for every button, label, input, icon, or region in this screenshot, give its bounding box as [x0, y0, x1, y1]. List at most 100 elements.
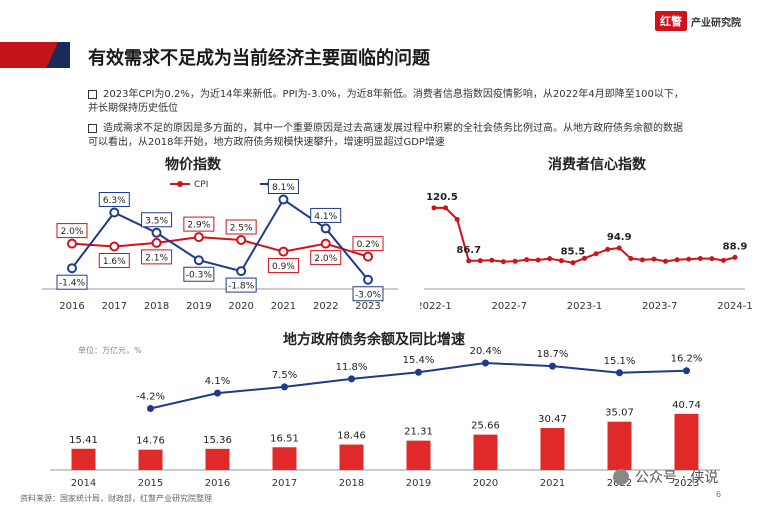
bar-label: 30.47 — [538, 414, 567, 425]
x-tick-label: 2023-7 — [642, 301, 677, 312]
growth-label: 11.8% — [336, 362, 368, 373]
data-label-box — [267, 179, 299, 195]
growth-label: 15.1% — [604, 356, 636, 367]
data-label: 4.1% — [314, 212, 337, 222]
data-point — [454, 216, 460, 222]
data-label-box — [310, 207, 342, 223]
data-label: 6.3% — [103, 196, 126, 206]
growth-label: 20.4% — [470, 346, 502, 357]
bullet-square-icon — [88, 123, 97, 133]
data-point — [720, 257, 726, 263]
data-point — [431, 205, 437, 211]
data-label: 86.7 — [456, 245, 481, 256]
data-point — [674, 257, 680, 263]
data-point — [109, 207, 120, 218]
data-label: 85.5 — [561, 247, 586, 258]
series-line-cpi — [71, 236, 369, 258]
data-point — [512, 258, 518, 264]
data-point — [663, 258, 669, 264]
growth-point — [281, 383, 288, 391]
x-tick-label: 2016 — [205, 478, 230, 489]
growth-point — [616, 369, 623, 377]
bar — [473, 434, 498, 470]
page-title: 有效需求不足成为当前经济主要面临的问题 — [88, 48, 430, 69]
x-tick-label: 2022 — [313, 301, 338, 312]
data-label-box — [225, 277, 257, 293]
data-label-box — [98, 192, 130, 208]
x-tick-label: 2022-1 — [420, 301, 452, 312]
data-point — [193, 255, 204, 266]
data-label-box — [141, 212, 173, 228]
data-point — [651, 256, 657, 262]
bar-label: 15.36 — [203, 435, 232, 446]
bar — [607, 421, 632, 470]
bar-label: 40.74 — [672, 400, 701, 411]
bar-label: 18.46 — [337, 431, 366, 442]
bar — [138, 449, 163, 470]
x-tick-label: 2022-7 — [492, 301, 527, 312]
growth-point — [482, 359, 489, 367]
growth-point — [348, 375, 355, 383]
bar-label: 14.76 — [136, 436, 165, 447]
data-point — [524, 257, 530, 263]
data-label: -1.8% — [228, 282, 255, 292]
data-label-box — [98, 253, 130, 269]
data-label: -0.3% — [186, 271, 213, 281]
data-label-box — [183, 266, 215, 282]
data-label-box — [267, 258, 299, 274]
growth-label: 4.1% — [205, 376, 230, 387]
data-label: 3.5% — [145, 216, 168, 226]
wechat-text: 公众号 · 侠说 — [635, 470, 719, 486]
data-point — [236, 266, 247, 277]
data-label: -3.0% — [355, 290, 382, 300]
data-point — [697, 255, 703, 261]
data-label: 0.9% — [272, 262, 295, 272]
data-point — [547, 256, 553, 262]
bar-label: 21.31 — [404, 427, 433, 438]
x-tick-label: 2020 — [228, 301, 253, 312]
data-point — [686, 256, 692, 262]
data-point — [443, 205, 449, 211]
x-tick-label: 2019 — [406, 478, 431, 489]
x-tick-label: 2021 — [271, 301, 296, 312]
data-point — [320, 223, 331, 234]
growth-point — [549, 362, 556, 370]
x-tick-label: 2023 — [674, 478, 699, 489]
chart-title-price-index: 物价指数 — [165, 157, 221, 173]
consumer-confidence-chart: 2022-1 2022-7 2023-1 2023-7 2024-1 120.5 86.7 8… — [420, 192, 753, 312]
data-label-box — [56, 274, 88, 290]
title-accent-red — [0, 42, 58, 68]
x-tick-label: 2018 — [339, 478, 364, 489]
x-tick-label: 2017 — [272, 478, 297, 489]
data-point — [320, 238, 331, 249]
x-tick-label: 2024-1 — [717, 301, 752, 312]
bullet-square-icon — [88, 89, 97, 99]
bullet-1-text: 2023年CPI为0.2%，为近14年来新低。PPI为-3.0%，为近8年新低。… — [88, 89, 684, 114]
brand-logo: 红瞥 — [655, 11, 687, 31]
growth-label: 15.4% — [403, 355, 435, 366]
data-point — [605, 246, 611, 252]
data-label-box — [352, 286, 384, 302]
bar — [71, 448, 96, 470]
bullet-2: 造成需求不足的原因是多方面的，其中一个重要原因是过去高速发展过程中积累的全社会债… — [88, 122, 688, 150]
data-label: 8.1% — [272, 183, 295, 193]
data-point — [582, 255, 587, 261]
data-point — [628, 255, 634, 261]
bar-label: 15.41 — [69, 435, 98, 446]
local-debt-chart: 2014201520162017201820192020202120222023… — [50, 346, 720, 489]
data-label: 2.5% — [230, 224, 253, 234]
growth-label: 18.7% — [537, 349, 569, 360]
bar — [540, 428, 565, 470]
data-label-box — [183, 216, 215, 232]
data-point — [558, 258, 564, 264]
unit-note: 单位：万亿元，% — [78, 346, 142, 355]
x-tick-label: 2015 — [138, 478, 163, 489]
bar-label: 35.07 — [605, 408, 634, 419]
data-label: 1.6% — [103, 257, 126, 267]
brand-name: 产业研究院 — [691, 17, 741, 29]
legend-marker — [177, 181, 183, 187]
data-label: 2.1% — [145, 253, 168, 263]
data-point — [477, 258, 483, 264]
wechat-icon — [613, 469, 629, 485]
chart-title-consumer-confidence: 消费者信心指数 — [548, 157, 646, 173]
